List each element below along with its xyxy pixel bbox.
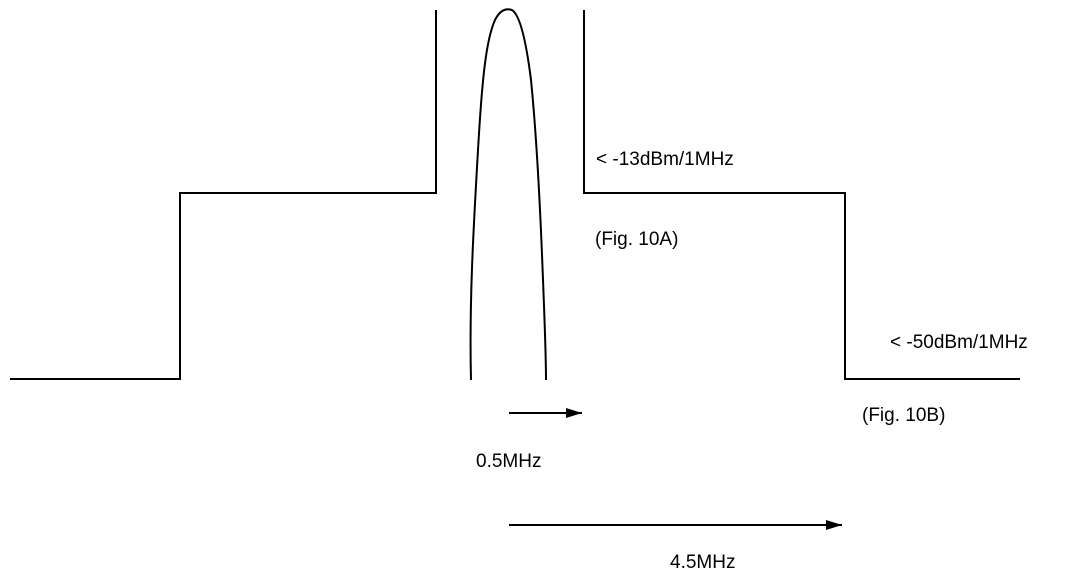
right-mask-line: [583, 10, 1020, 380]
offset-large-label: 4.5MHz: [670, 552, 736, 573]
fig-a-label: (Fig. 10A): [595, 229, 679, 250]
left-mask-line: [10, 10, 437, 380]
signal-spectrum-curve: [469, 8, 547, 381]
offset-small-label: 0.5MHz: [476, 451, 542, 472]
limit-b-label: < -50dBm/1MHz: [890, 332, 1028, 353]
fig-b-label: (Fig. 10B): [862, 405, 946, 426]
limit-a-label: < -13dBm/1MHz: [596, 149, 734, 170]
